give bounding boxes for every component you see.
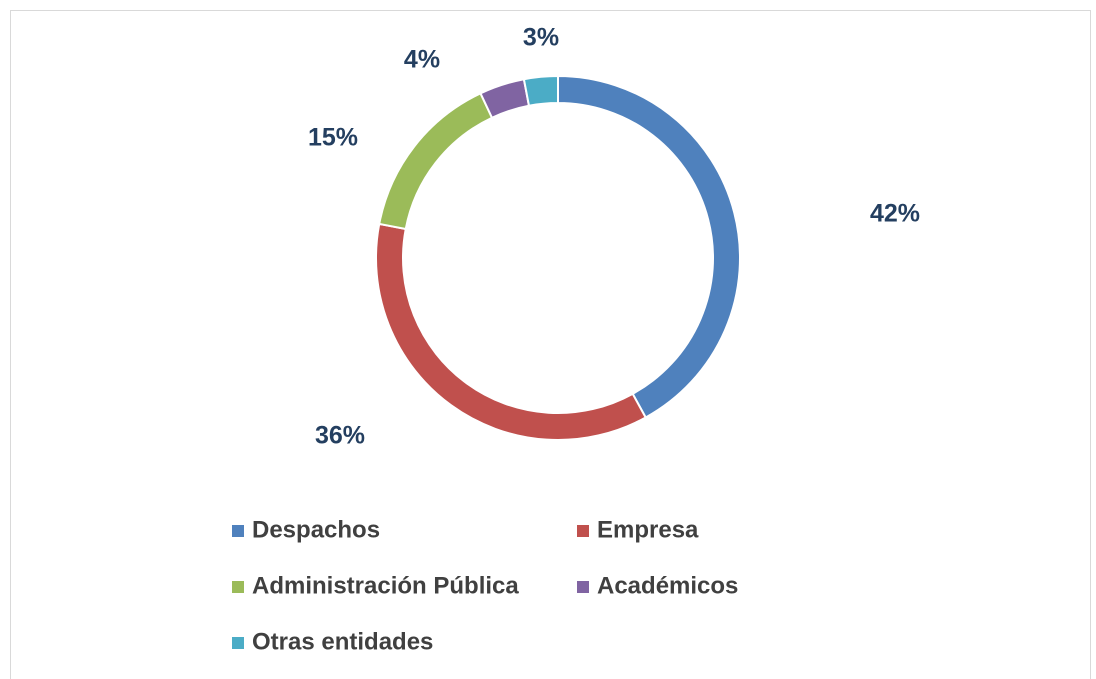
data-label: 36% [315,422,365,450]
legend-swatch [232,525,244,537]
data-label: 42% [870,200,920,228]
legend-swatch [232,581,244,593]
legend-swatch [577,581,589,593]
legend-swatch [577,525,589,537]
donut-segment [522,74,559,107]
legend-label: Otras entidades [252,628,433,655]
legend-label: Empresa [597,516,699,543]
data-label: 3% [523,24,559,52]
chart-border [10,10,1091,679]
data-label: 4% [404,46,440,74]
legend-label: Académicos [597,572,738,599]
legend-label: Despachos [252,516,380,543]
data-label: 15% [308,124,358,152]
legend-label: Administración Pública [252,572,519,599]
legend-swatch [232,637,244,649]
